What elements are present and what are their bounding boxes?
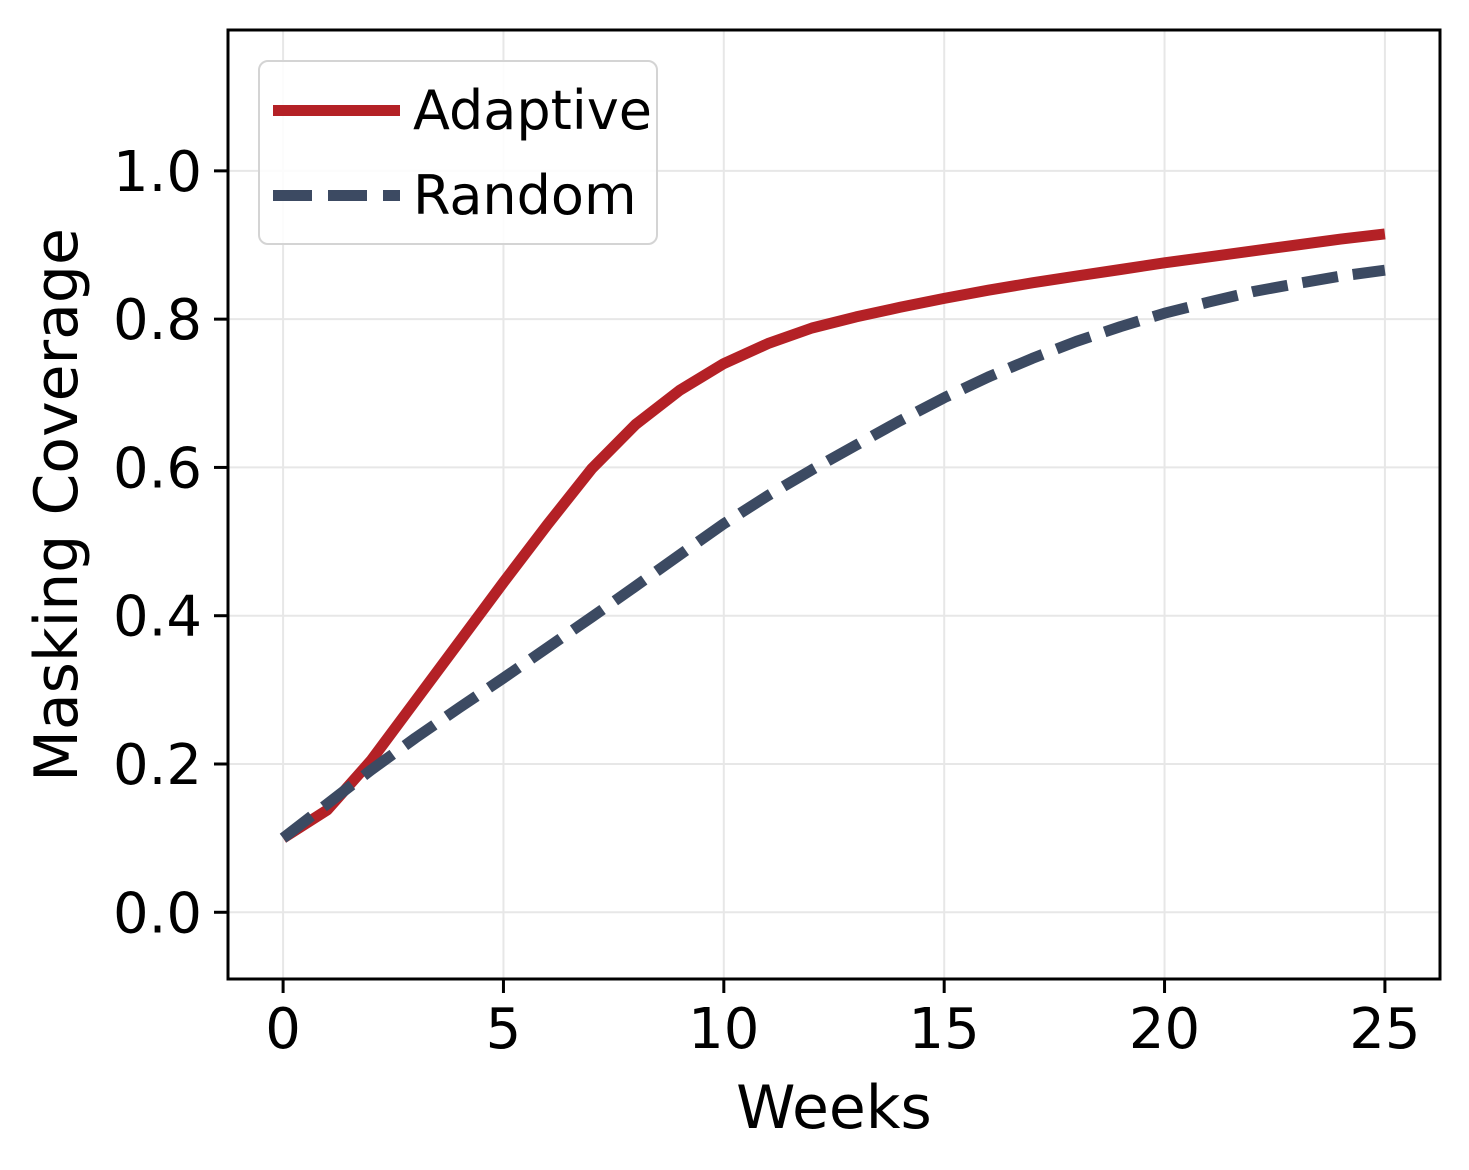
legend-label-adaptive: Adaptive bbox=[413, 78, 652, 142]
random-line-sample bbox=[273, 189, 400, 201]
y-tick-label: 0.2 bbox=[113, 733, 202, 798]
adaptive-line-sample bbox=[273, 104, 400, 116]
series-line-random bbox=[279, 264, 1386, 843]
legend: Adaptive Random bbox=[258, 60, 658, 245]
x-tick-label: 5 bbox=[486, 997, 522, 1062]
legend-item-adaptive: Adaptive bbox=[273, 82, 656, 139]
x-tick-label: 25 bbox=[1349, 997, 1420, 1062]
x-tick-label: 10 bbox=[688, 997, 759, 1062]
legend-item-random: Random bbox=[273, 167, 656, 224]
y-tick-label: 0.0 bbox=[113, 881, 202, 946]
y-tick-label: 0.6 bbox=[113, 436, 202, 501]
y-tick-label: 0.4 bbox=[113, 585, 202, 650]
x-tick-label: 0 bbox=[265, 997, 301, 1062]
y-tick-label: 0.8 bbox=[113, 288, 202, 353]
legend-label-random: Random bbox=[413, 163, 637, 227]
y-axis-label: Masking Coverage bbox=[22, 228, 92, 782]
x-tick-label: 15 bbox=[909, 997, 980, 1062]
x-tick-label: 20 bbox=[1129, 997, 1200, 1062]
series-line-adaptive bbox=[280, 228, 1386, 843]
y-tick-label: 1.0 bbox=[113, 140, 202, 205]
axes-box bbox=[226, 28, 1442, 981]
x-axis-label: Weeks bbox=[736, 1073, 932, 1143]
